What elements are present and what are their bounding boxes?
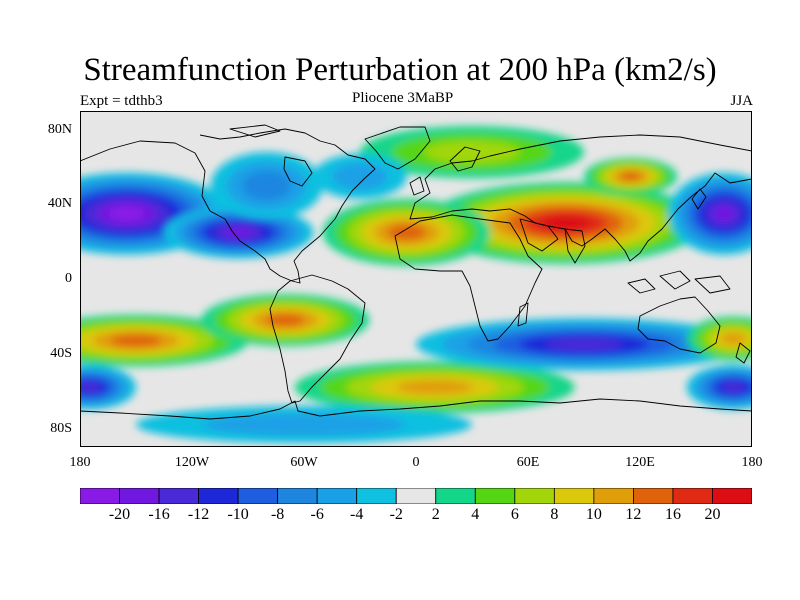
contour-south-pacific-subtropics-5 — [110, 334, 162, 347]
colorbar-box-16 — [712, 488, 752, 504]
lat-label-80n: 80N — [47, 122, 72, 137]
colorbar-label-5: -6 — [310, 506, 324, 523]
colorbar-label-11: 8 — [550, 506, 559, 523]
colorbar-label-0: -20 — [108, 506, 131, 523]
colorbar-box-5 — [277, 488, 318, 504]
lat-label-80s: 80S — [50, 421, 72, 436]
colorbar-box-4 — [237, 488, 279, 504]
colorbar-box-11 — [514, 488, 555, 504]
contour-southern-ocean-south-of-new-zealand-5 — [722, 382, 745, 393]
contour-fills — [80, 125, 752, 444]
contour-north-atlantic-high-latitudes-2 — [424, 140, 520, 164]
colorbar-box-3 — [198, 488, 239, 504]
colorbar-box-1 — [119, 488, 160, 504]
colorbar-label-14: 16 — [664, 506, 681, 523]
colorbar-box-14 — [633, 488, 674, 504]
contour-northern-north-america-2 — [242, 171, 291, 201]
colorbar-label-10: 6 — [510, 506, 519, 523]
map-frame — [80, 111, 752, 447]
colorbar-box-10 — [474, 488, 516, 504]
colorbar-label-7: -2 — [389, 506, 403, 523]
colorbar-label-1: -16 — [148, 506, 170, 523]
contour-south-america-subtropics-5 — [265, 314, 305, 327]
colorbar-label-13: 12 — [625, 506, 642, 523]
colorbar-label-2: -12 — [187, 506, 210, 523]
contour-north-pacific-7 — [108, 206, 145, 221]
lat-label-40s: 40S — [50, 346, 72, 361]
colorbar-box-7 — [356, 488, 397, 504]
lat-label-0: 0 — [65, 271, 72, 286]
streamfunction-map — [80, 111, 752, 447]
lon-label-180e: 180 — [741, 455, 763, 470]
contour-indian-ocean-australia-5 — [545, 338, 623, 351]
lon-label-60w: 60W — [290, 455, 318, 470]
lat-label-40n: 40N — [47, 196, 72, 211]
colorbar-label-9: 4 — [471, 506, 480, 523]
colorbar-label-4: -8 — [270, 506, 285, 523]
contour-central-eastern-asia-7 — [540, 215, 591, 231]
lon-label-180w: 180 — [69, 455, 91, 470]
contour-northeast-asia-5 — [619, 172, 642, 181]
lon-label-120w: 120W — [174, 455, 210, 470]
contour-eastern-pacific-gulf-of-mexico-6 — [223, 227, 254, 238]
season-label: JJA — [730, 93, 753, 109]
colorbar-label-3: -10 — [227, 506, 249, 523]
coastlines — [80, 124, 752, 420]
experiment-label: Expt = tdthb3 — [80, 93, 163, 109]
contour-northern-africa-sahara-5 — [387, 224, 427, 241]
period-label: Pliocene 3MaBP — [352, 90, 454, 106]
colorbar-label-8: 2 — [431, 506, 440, 523]
plot-title: Streamfunction Perturbation at 200 hPa (… — [83, 52, 717, 88]
map-panel — [80, 111, 752, 447]
colorbar-box-0 — [80, 488, 120, 504]
lon-label-120e: 120E — [625, 455, 655, 470]
colorbar-box-13 — [593, 488, 634, 504]
contour-southwest-pacific-4 — [720, 332, 747, 345]
colorbar-box-6 — [316, 488, 358, 504]
colorbar-box-9 — [435, 488, 476, 504]
contour-southern-ocean-near-dateline-5 — [80, 382, 101, 393]
contour-western-north-pacific-6 — [712, 205, 736, 222]
colorbar-box-8 — [395, 488, 437, 504]
contour-antarctic-margin-1 — [203, 413, 405, 436]
lon-label-0: 0 — [412, 455, 420, 470]
colorbar-box-12 — [553, 488, 595, 504]
colorbar-label-12: 10 — [585, 506, 602, 523]
colorbar — [80, 488, 752, 504]
lon-label-60e: 60E — [516, 455, 540, 470]
colorbar-label-6: -4 — [350, 506, 364, 523]
colorbar-box-2 — [158, 488, 199, 504]
contour-southern-atlantic-midlatitudes-4 — [396, 380, 473, 395]
colorbar-label-15: 20 — [704, 506, 721, 523]
contour-north-atlantic-1 — [332, 162, 388, 190]
colorbar-box-15 — [672, 488, 713, 504]
